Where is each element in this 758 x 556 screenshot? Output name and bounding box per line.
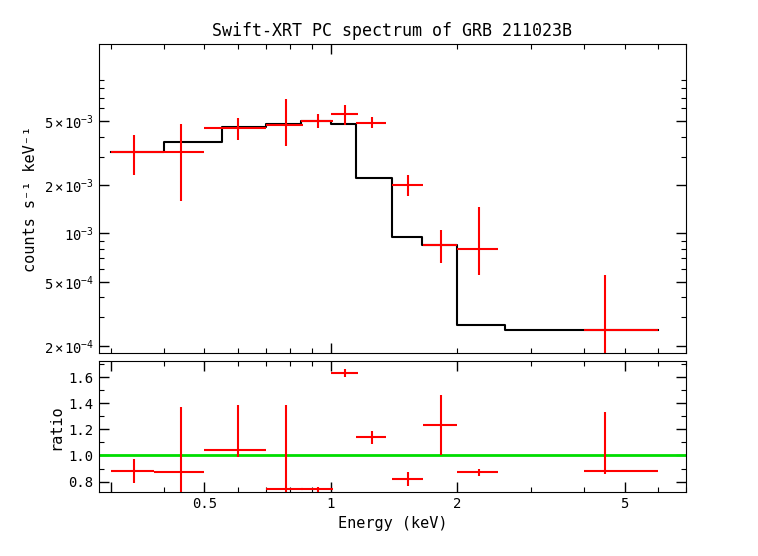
Title: Swift-XRT PC spectrum of GRB 211023B: Swift-XRT PC spectrum of GRB 211023B — [212, 22, 572, 40]
X-axis label: Energy (keV): Energy (keV) — [337, 517, 447, 532]
Y-axis label: counts s⁻¹ keV⁻¹: counts s⁻¹ keV⁻¹ — [23, 126, 38, 272]
Y-axis label: ratio: ratio — [48, 404, 63, 450]
